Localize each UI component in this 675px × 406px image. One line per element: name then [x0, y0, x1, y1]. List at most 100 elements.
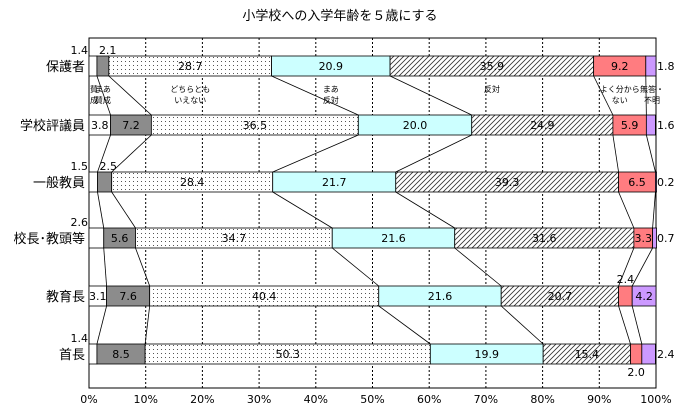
data-label: 20.7 — [548, 290, 573, 303]
connector-line — [144, 305, 151, 345]
connector-line — [111, 134, 152, 173]
data-label: 6.5 — [628, 176, 646, 189]
series-annotation: いえない — [174, 96, 206, 105]
data-label: 1.8 — [657, 60, 675, 73]
data-label: 50.3 — [275, 348, 300, 361]
x-tick-label: 70% — [474, 393, 498, 406]
category-label: 保護者 — [46, 59, 85, 75]
series-annotation: よく分から — [600, 85, 640, 94]
connector-line — [97, 191, 105, 229]
data-label: 39.3 — [495, 176, 520, 189]
data-label: 15.4 — [575, 348, 600, 361]
data-label: 7.6 — [119, 290, 137, 303]
connector-line — [97, 134, 111, 173]
data-label: 21.6 — [381, 232, 406, 245]
series-annotation: ない — [612, 96, 628, 105]
connector-line — [389, 75, 472, 116]
bar-segment — [630, 343, 643, 365]
data-label: 5.9 — [621, 119, 639, 132]
data-label: 0.7 — [657, 232, 675, 245]
x-tick-label: 60% — [417, 393, 441, 406]
connector-layer — [96, 75, 656, 345]
data-label: 19.9 — [475, 348, 500, 361]
data-label: 3.8 — [91, 119, 109, 132]
data-label: 4.2 — [635, 290, 653, 303]
data-label: 21.6 — [428, 290, 453, 303]
connector-line — [593, 75, 614, 116]
data-label: 1.5 — [71, 160, 89, 173]
connector-line — [272, 134, 359, 173]
data-label: 20.0 — [403, 119, 428, 132]
category-label: 一般教員 — [33, 175, 85, 191]
x-tick-label: 50% — [360, 393, 384, 406]
data-label: 9.2 — [611, 60, 629, 73]
axis-layer: 0% 10% 20% 30% 40% 50% 60% 70% 80% 90% 100% 保護者学校評議… — [13, 59, 671, 406]
series-annotation: まあ — [323, 85, 339, 94]
data-label: 2.4 — [617, 273, 635, 286]
data-label: 40.4 — [252, 290, 277, 303]
series-annotation: 賛成 — [95, 95, 111, 105]
bar-segment — [88, 55, 98, 77]
series-annotation: 賛 — [90, 84, 98, 94]
connector-line — [645, 75, 647, 116]
bar-segment — [96, 55, 110, 77]
connector-line — [96, 305, 107, 345]
data-label: 5.6 — [111, 232, 129, 245]
data-label: 24.9 — [530, 119, 555, 132]
connector-line — [108, 75, 152, 116]
data-label: 21.7 — [322, 176, 347, 189]
bar-segment — [88, 227, 105, 249]
data-label: 3.1 — [89, 290, 107, 303]
connector-line — [271, 75, 359, 116]
x-tick-label: 80% — [530, 393, 554, 406]
category-label: 首長 — [59, 348, 85, 363]
bar-segment — [645, 114, 656, 136]
category-label: 学校評議員 — [20, 118, 85, 134]
x-tick-label: 0% — [80, 393, 97, 406]
connector-line — [652, 191, 656, 229]
data-label: 28.7 — [178, 60, 203, 73]
data-label: 2.1 — [99, 44, 117, 57]
data-label: 2.0 — [627, 366, 645, 379]
connector-line — [618, 247, 635, 287]
data-label: 0.2 — [657, 176, 675, 189]
bar-segment — [645, 55, 657, 77]
connector-line — [454, 247, 502, 287]
connector-line — [96, 75, 111, 116]
data-label: 2.6 — [71, 216, 89, 229]
connector-line — [331, 247, 379, 287]
x-tick-label: 90% — [587, 393, 611, 406]
grid-layer — [88, 37, 657, 389]
series-annotation: 反対 — [484, 84, 500, 94]
connector-line — [631, 305, 643, 345]
connector-line — [395, 134, 472, 173]
series-annotation: まあ — [95, 85, 111, 94]
bar-segment — [97, 171, 113, 193]
data-label: 7.2 — [122, 119, 140, 132]
data-label: 1.6 — [657, 119, 675, 132]
bar-segment — [618, 285, 633, 307]
bar-segment — [88, 171, 98, 193]
x-tick-label: 10% — [133, 393, 157, 406]
bar-segment — [655, 171, 657, 193]
category-label: 校長･教頭等 — [13, 231, 85, 247]
data-label: 2.5 — [100, 160, 118, 173]
connector-line — [631, 247, 653, 287]
series-annotation: 反対 — [323, 95, 339, 105]
x-tick-label: 40% — [304, 393, 328, 406]
connector-line — [378, 305, 431, 345]
series-annotation: どちらとも — [170, 85, 210, 94]
data-label: 20.9 — [319, 60, 344, 73]
connector-line — [111, 191, 136, 229]
connector-line — [395, 191, 455, 229]
connector-line — [272, 191, 333, 229]
x-tick-label: 30% — [247, 393, 271, 406]
chart-title: 小学校への入学年齢を５歳にする — [242, 8, 437, 24]
connector-line — [612, 134, 619, 173]
data-label: 1.4 — [71, 44, 89, 57]
connector-line — [618, 191, 635, 229]
bar-layer — [88, 55, 657, 365]
x-tick-label: 100% — [640, 393, 671, 406]
